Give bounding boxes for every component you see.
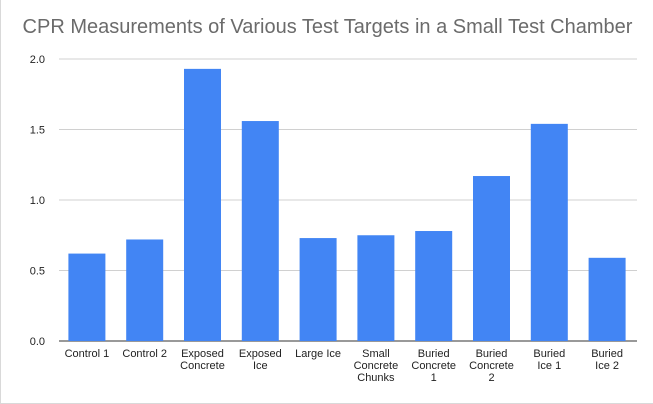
bar <box>184 68 221 342</box>
bar <box>473 176 510 341</box>
bar <box>530 123 568 341</box>
x-tick-label: Control 2 <box>122 348 167 360</box>
y-tick-label: 1.5 <box>30 125 45 137</box>
bar <box>588 257 626 341</box>
x-tick-label: Large Ice <box>295 348 341 360</box>
x-tick-label: Control 1 <box>65 348 110 360</box>
x-tick-label: Exposed Concrete <box>180 348 225 372</box>
x-tick-label: Buried Ice 1 <box>533 348 565 372</box>
x-tick-label: Buried Concrete 2 <box>469 348 514 384</box>
y-tick-label: 0.0 <box>30 336 45 348</box>
x-tick-label: Small Concrete Chunks <box>354 348 399 384</box>
bar <box>241 121 279 341</box>
x-tick-label: Exposed Ice <box>239 348 282 372</box>
bar <box>126 239 164 341</box>
y-tick-label: 1.0 <box>30 195 45 207</box>
x-tick-label: Buried Concrete 1 <box>411 348 456 384</box>
y-tick-label: 0.5 <box>30 266 45 278</box>
chart-title: CPR Measurements of Various Test Targets… <box>22 16 633 38</box>
y-tick-label: 2.0 <box>30 54 45 66</box>
x-tick-label: Buried Ice 2 <box>591 348 623 372</box>
bar <box>357 235 395 341</box>
bar <box>415 231 453 341</box>
bar <box>68 253 106 341</box>
bar <box>299 238 337 341</box>
